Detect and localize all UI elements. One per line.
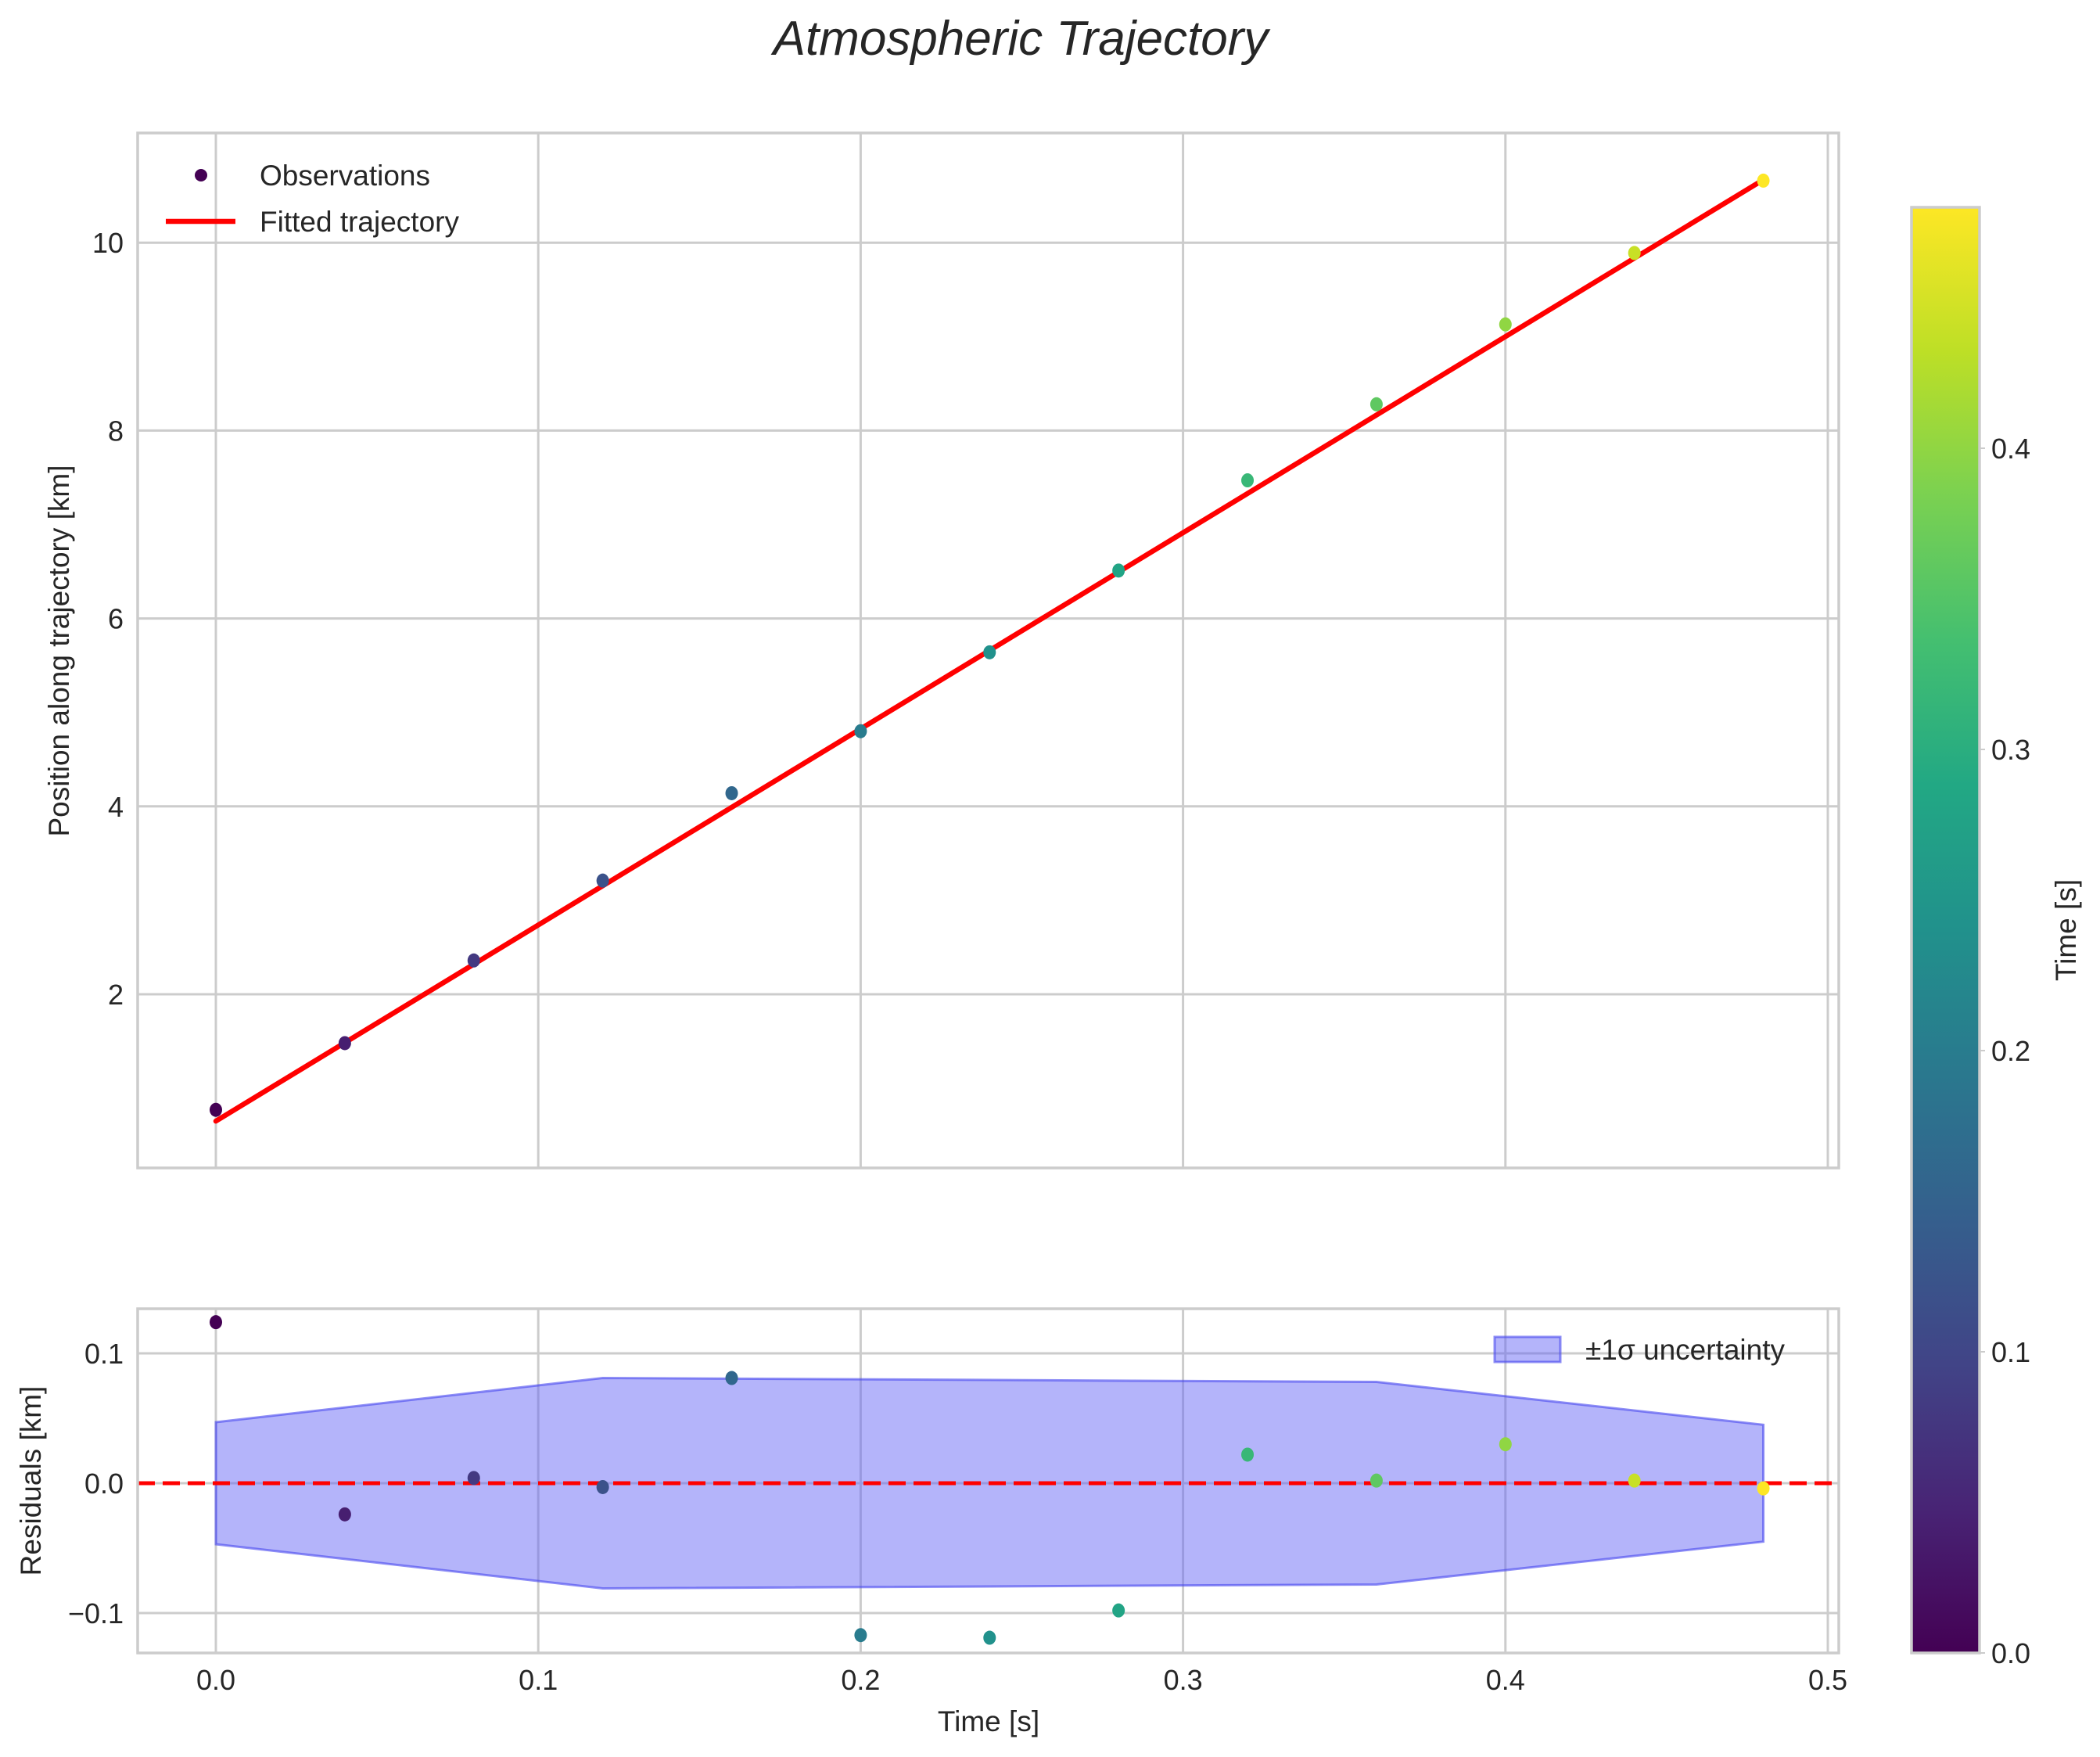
observation-point	[1757, 174, 1770, 188]
uncertainty-swatch-icon	[1495, 1337, 1560, 1362]
legend-fit-label: Fitted trajectory	[260, 206, 459, 238]
top-y-ticks: 2 4 6 8 10	[92, 227, 124, 1011]
residual-point	[1241, 1447, 1254, 1461]
observation-point	[339, 1036, 351, 1050]
top-panel: 2 4 6 8 10 Position along trajectory [km] Ob…	[43, 133, 1839, 1168]
residual-point	[983, 1631, 996, 1645]
chart-figure: Atmospheric Trajectory 2 4 6 8 10 Position a…	[0, 0, 2100, 1757]
residual-point	[1370, 1474, 1383, 1488]
observation-point	[1112, 563, 1125, 577]
residual-point	[1628, 1474, 1641, 1488]
observation-point	[854, 724, 867, 738]
observation-marker-icon	[195, 169, 207, 181]
colorbar-ticks: 0.0 0.1 0.2 0.3 0.4	[1980, 433, 2030, 1669]
colorbar-gradient	[1912, 207, 1980, 1653]
colorbar-tick-label: 0.0	[1991, 1637, 2030, 1669]
observation-point	[1628, 246, 1641, 260]
colorbar-tick-label: 0.1	[1991, 1336, 2030, 1368]
y-tick-label: 8	[108, 415, 124, 447]
residual-point	[339, 1507, 351, 1522]
residual-point	[597, 1480, 609, 1494]
colorbar-tick-label: 0.2	[1991, 1035, 2030, 1067]
colorbar-tick-label: 0.4	[1991, 433, 2030, 465]
y-tick-label: −0.1	[68, 1597, 124, 1629]
observation-point	[1241, 473, 1254, 487]
x-tick-label: 0.3	[1164, 1664, 1203, 1696]
residual-point	[1757, 1482, 1770, 1496]
y-tick-label: 4	[108, 791, 124, 823]
bottom-panel: −0.1 0.0 0.1 0.0 0.1 0.2 0.3 0.4 0.5 Residuals …	[15, 1309, 1847, 1737]
residual-point	[468, 1471, 480, 1485]
y-tick-label: 0.1	[84, 1338, 124, 1370]
colorbar: 0.0 0.1 0.2 0.3 0.4 Time [s]	[1912, 207, 2082, 1669]
colorbar-label: Time [s]	[2050, 879, 2082, 981]
observation-point	[983, 645, 996, 659]
x-tick-label: 0.2	[841, 1664, 880, 1696]
observation-point	[1370, 397, 1383, 411]
observation-point	[726, 786, 738, 800]
observation-point	[1499, 318, 1512, 332]
observation-point	[210, 1103, 222, 1117]
x-tick-label: 0.4	[1486, 1664, 1525, 1696]
residual-point	[854, 1628, 867, 1642]
residual-point	[1112, 1604, 1125, 1618]
x-tick-label: 0.0	[196, 1664, 235, 1696]
legend-observations-label: Observations	[260, 160, 430, 192]
bottom-x-ticks: 0.0 0.1 0.2 0.3 0.4 0.5	[196, 1664, 1847, 1696]
observation-point	[597, 874, 609, 888]
bottom-legend: ±1σ uncertainty	[1495, 1334, 1785, 1366]
y-tick-label: 10	[92, 227, 124, 259]
colorbar-tick-label: 0.3	[1991, 734, 2030, 766]
legend-uncertainty-label: ±1σ uncertainty	[1585, 1334, 1785, 1366]
x-tick-label: 0.5	[1808, 1664, 1847, 1696]
y-tick-label: 6	[108, 603, 124, 635]
bottom-y-axis-label: Residuals [km]	[15, 1386, 47, 1576]
x-tick-label: 0.1	[519, 1664, 558, 1696]
chart-title: Atmospheric Trajectory	[770, 12, 1272, 66]
y-tick-label: 0.0	[84, 1468, 124, 1500]
y-tick-label: 2	[108, 979, 124, 1011]
residual-point	[726, 1371, 738, 1385]
residual-point	[210, 1315, 222, 1329]
residual-point	[1499, 1437, 1512, 1451]
top-y-axis-label: Position along trajectory [km]	[43, 465, 75, 836]
x-axis-label: Time [s]	[938, 1705, 1039, 1737]
observation-point	[468, 954, 480, 968]
bottom-y-ticks: −0.1 0.0 0.1	[68, 1338, 124, 1629]
